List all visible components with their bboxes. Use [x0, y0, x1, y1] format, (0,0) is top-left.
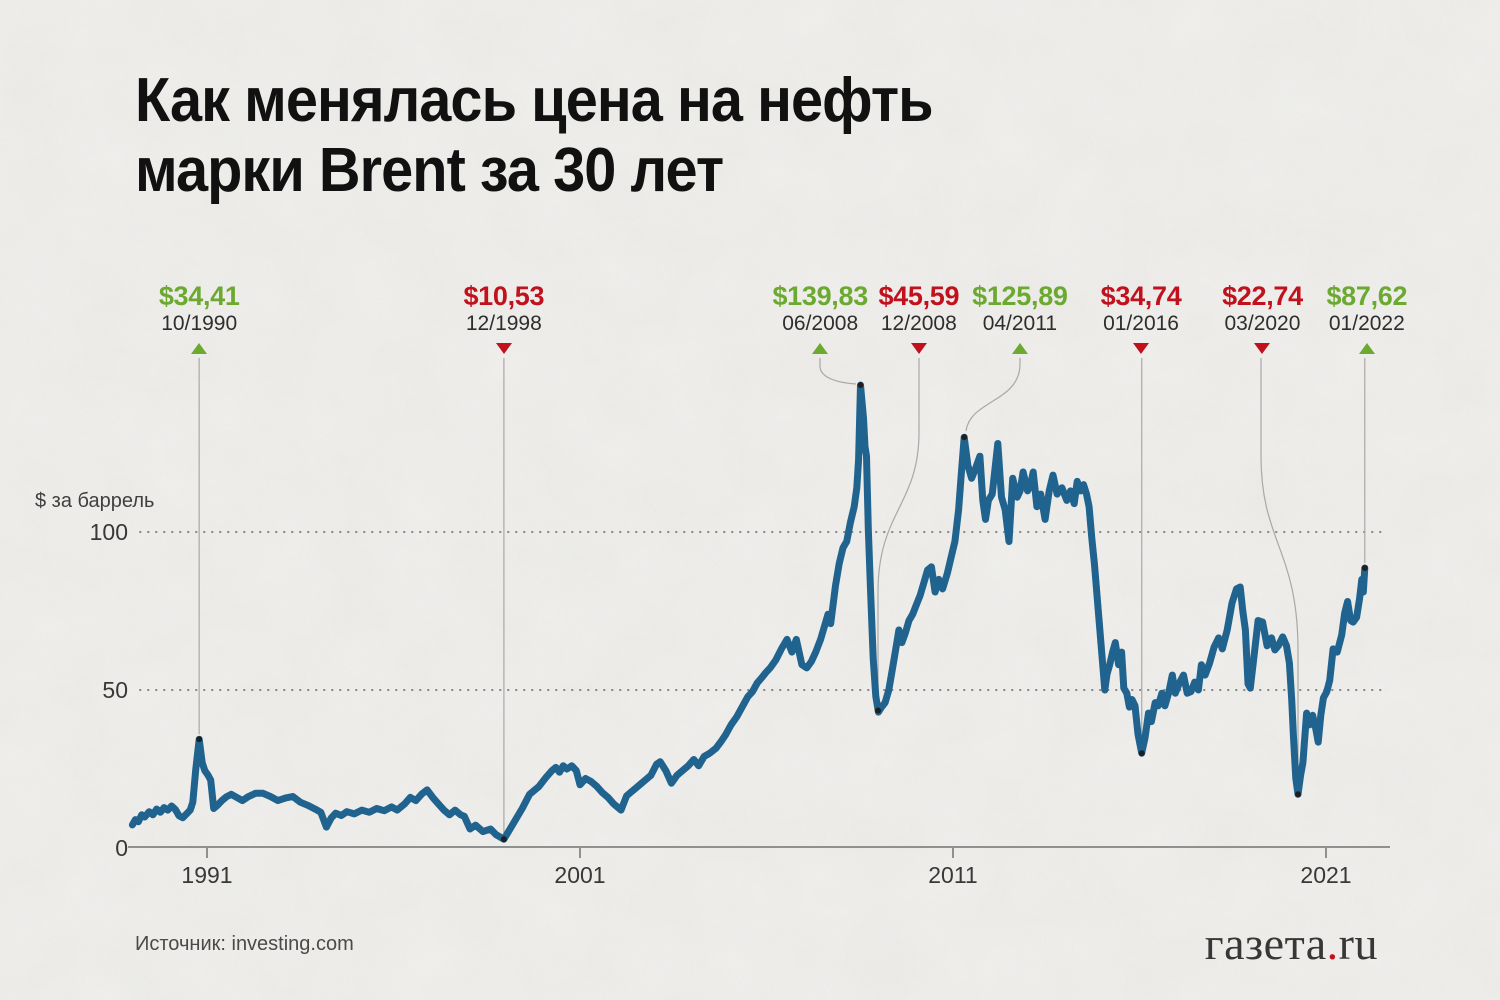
leader-line-04-2011: [965, 358, 1021, 432]
extreme-point-dot-03-2020: [1295, 791, 1302, 798]
y-tick-label-100: 100: [90, 519, 128, 545]
y-tick-label-0: 0: [115, 835, 128, 861]
extreme-point-dot-04-2011: [961, 434, 968, 441]
peak-up-triangle-icon: [812, 343, 829, 354]
peak-up-triangle-icon: [1011, 343, 1028, 354]
y-axis-unit-label: $ за баррель: [35, 490, 155, 512]
price-label: $87,62: [1326, 281, 1408, 311]
date-label: 01/2022: [1328, 312, 1405, 335]
x-tick-label-2011: 2011: [928, 862, 977, 888]
y-tick-label-50: 50: [102, 677, 128, 703]
price-label: $34,41: [158, 281, 240, 311]
annotation-12-1998: $10,53 12/1998: [419, 281, 589, 354]
annotation-01-2022: $87,62 01/2022: [1282, 281, 1452, 354]
extreme-point-dot-10-1990: [196, 736, 203, 743]
brent-price-line: [128, 381, 1369, 843]
logo-tld: ru: [1338, 918, 1378, 969]
date-label: 12/1998: [465, 312, 542, 335]
annotation-10-1990: $34,41 10/1990: [114, 281, 284, 354]
peak-up-triangle-icon: [1358, 343, 1375, 354]
extreme-point-dot-06-2008: [857, 382, 864, 389]
trough-down-triangle-icon: [495, 343, 512, 354]
extreme-point-dot-12-1998: [500, 836, 507, 843]
date-label: 01/2016: [1103, 312, 1179, 335]
trough-down-triangle-icon: [1254, 343, 1271, 354]
date-label: 04/2011: [982, 312, 1058, 335]
peak-up-triangle-icon: [191, 343, 208, 354]
source-credit: Источник: investing.com: [135, 933, 354, 955]
trough-down-triangle-icon: [1133, 343, 1150, 354]
title-line-2: марки Brent за 30 лет: [135, 136, 724, 206]
gazeta-ru-logo: газета.ru: [1205, 917, 1378, 970]
date-label: 10/1990: [161, 312, 238, 335]
page-title: Как менялась цена на нефть марки Brent з…: [135, 66, 934, 206]
x-tick-label-2021: 2021: [1300, 862, 1351, 888]
price-label: $34,74: [1100, 281, 1182, 311]
logo-main: газета: [1204, 918, 1327, 969]
price-label: $10,53: [463, 281, 545, 311]
extreme-point-dot-12-2008: [875, 707, 882, 714]
extreme-point-dot-01-2022: [1361, 565, 1368, 572]
extreme-point-dot-01-2016: [1138, 750, 1145, 757]
x-tick-label-1991: 1991: [181, 862, 232, 888]
x-tick-label-2001: 2001: [554, 862, 605, 888]
title-line-1: Как менялась цена на нефть: [135, 66, 934, 135]
logo-red-dot: .: [1326, 918, 1339, 969]
leader-line-06-2008: [819, 358, 857, 385]
price-label: $125,89: [972, 281, 1068, 311]
trough-down-triangle-icon: [910, 343, 927, 354]
